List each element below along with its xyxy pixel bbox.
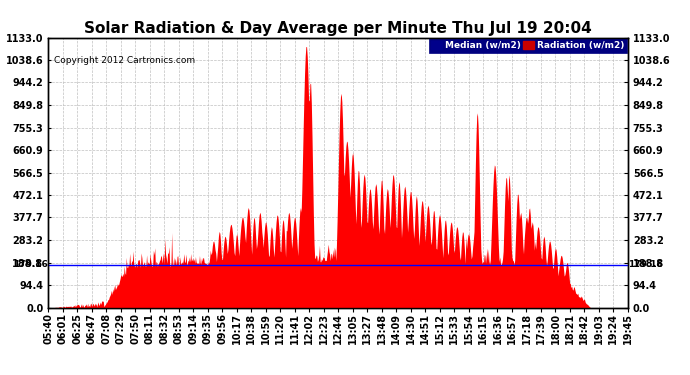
Title: Solar Radiation & Day Average per Minute Thu Jul 19 20:04: Solar Radiation & Day Average per Minute… bbox=[84, 21, 592, 36]
Text: 179.16: 179.16 bbox=[13, 260, 48, 269]
Text: 179.16: 179.16 bbox=[629, 260, 663, 269]
Legend: Median (w/m2), Radiation (w/m2): Median (w/m2), Radiation (w/m2) bbox=[428, 38, 627, 53]
Text: Copyright 2012 Cartronics.com: Copyright 2012 Cartronics.com bbox=[54, 56, 195, 65]
